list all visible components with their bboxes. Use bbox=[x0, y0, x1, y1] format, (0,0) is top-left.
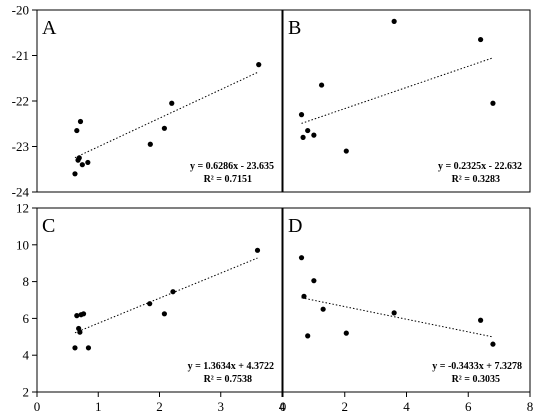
panel-c-x-tick-label: 2 bbox=[156, 399, 163, 414]
panel-c-data-point bbox=[72, 345, 78, 351]
panel-b-data-point bbox=[478, 36, 484, 43]
panel-a-y-tick-label: -22 bbox=[12, 94, 29, 109]
panel-c-equation: y = 1.3634x + 4.3722 bbox=[188, 361, 274, 372]
panel-c-x-tick-label: 3 bbox=[218, 399, 225, 414]
panel-c-y-tick-label: 4 bbox=[23, 348, 30, 363]
panel-b-data-point bbox=[490, 100, 496, 106]
panel-b-letter: B bbox=[288, 17, 301, 39]
panel-d-x-tick-label: 6 bbox=[465, 399, 472, 414]
panel-d-x-tick-label: 2 bbox=[342, 399, 349, 414]
panel-b-data-point bbox=[305, 127, 311, 134]
panel-d-x-tick-label: 8 bbox=[527, 399, 534, 414]
panel-a-equation: y = 0.6286x - 23.635 bbox=[190, 161, 274, 172]
panel-b-data-point bbox=[298, 112, 305, 118]
panel-c-x-tick-label: 1 bbox=[95, 399, 102, 414]
panel-d-data-point bbox=[391, 310, 397, 316]
panel-b-data-point bbox=[311, 132, 317, 138]
panel-c-data-point bbox=[170, 289, 176, 295]
panel-c-letter: C bbox=[42, 215, 55, 237]
panel-a-data-point bbox=[169, 100, 175, 106]
panel-b-data-point bbox=[343, 148, 349, 154]
panel-c-data-point bbox=[74, 313, 80, 319]
panel-a-data-point bbox=[256, 62, 262, 68]
panel-c-data-point bbox=[161, 311, 167, 317]
panel-d-equation: y = -0.3433x + 7.3278 bbox=[432, 361, 522, 372]
panel-a-y-tick-label: -21 bbox=[12, 48, 29, 63]
panel-b-frame bbox=[282, 9, 531, 193]
panel-a-data-point bbox=[77, 118, 84, 125]
panel-c-y-tick-label: 12 bbox=[16, 201, 29, 216]
panel-a-y-tick-label: -20 bbox=[12, 3, 29, 18]
panel-d-data-point bbox=[301, 293, 307, 299]
panel-d-data-point bbox=[490, 341, 496, 347]
panel-d-letter: D bbox=[288, 215, 302, 237]
panel-c-x-tick-label: 0 bbox=[34, 399, 41, 414]
panel-a-data-point bbox=[74, 127, 80, 134]
panel-b-data-point bbox=[318, 82, 325, 88]
panel-a-y-tick-label: -24 bbox=[12, 185, 30, 200]
panel-c-data-point bbox=[147, 301, 153, 307]
panel-a-data-point bbox=[76, 155, 82, 161]
panel-b-equation: y = 0.2325x - 22.632 bbox=[438, 161, 522, 172]
panel-c-data-point bbox=[85, 345, 92, 351]
panel-a-letter: A bbox=[42, 17, 57, 39]
panel-c-data-point bbox=[254, 247, 261, 253]
panel-a-trendline bbox=[74, 71, 259, 159]
panel-c-x-tick-label: 4 bbox=[279, 399, 286, 414]
panel-d-r-squared: R² = 0.3035 bbox=[452, 374, 500, 385]
panel-d-x-tick-label: 4 bbox=[403, 399, 410, 414]
panel-c-y-tick-label: 2 bbox=[23, 385, 30, 400]
panel-a-data-point bbox=[147, 141, 153, 147]
panel-b-r-squared: R² = 0.3283 bbox=[452, 174, 500, 185]
panel-d-trendline bbox=[301, 297, 494, 338]
panel-d-x-tick-label: 0 bbox=[280, 399, 287, 414]
panel-c-data-point bbox=[77, 329, 83, 335]
panel-a-y-tick-label: -23 bbox=[12, 139, 29, 154]
panel-c-data-point bbox=[80, 311, 87, 317]
panel-a-data-point bbox=[79, 162, 85, 168]
panel-c-y-tick-label: 8 bbox=[23, 274, 30, 289]
panel-d-data-point bbox=[343, 330, 349, 336]
panel-a-data-point bbox=[85, 159, 91, 166]
panel-c-y-tick-label: 6 bbox=[23, 311, 30, 326]
panel-c-trendline bbox=[74, 257, 258, 334]
panel-b-trendline bbox=[301, 57, 494, 124]
panel-b-data-point bbox=[391, 18, 397, 24]
panel-a-data-point bbox=[72, 171, 78, 177]
panel-c-r-squared: R² = 0.7538 bbox=[204, 374, 252, 385]
panel-d-data-point bbox=[298, 255, 305, 261]
panel-d-data-point bbox=[320, 306, 326, 312]
panel-d-data-point bbox=[305, 333, 311, 339]
panel-b-data-point bbox=[300, 134, 306, 140]
panel-a-data-point bbox=[161, 125, 167, 131]
panel-c-y-tick-label: 10 bbox=[16, 237, 29, 252]
panel-a-r-squared: R² = 0.7151 bbox=[204, 174, 252, 185]
panel-d-data-point bbox=[478, 317, 484, 323]
panel-d-data-point bbox=[311, 278, 317, 284]
